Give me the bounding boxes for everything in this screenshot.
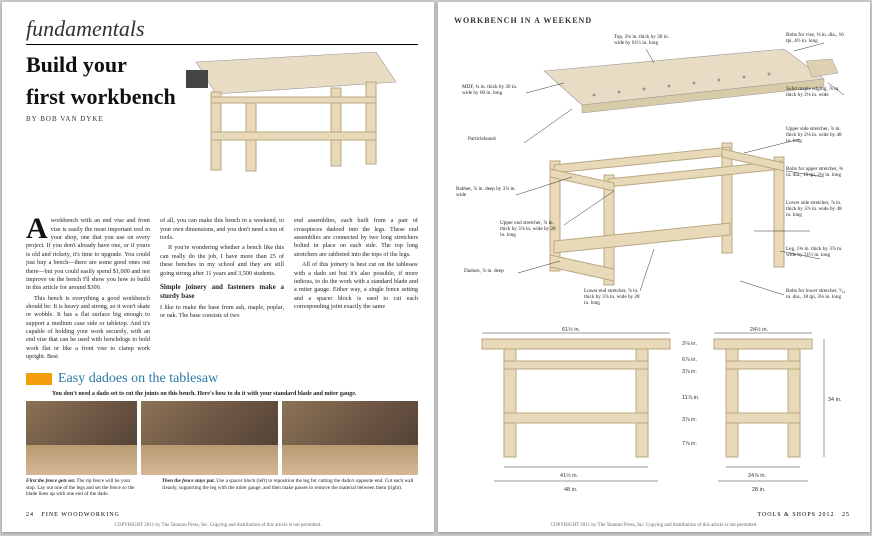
callout-dadoes: Dadoes, ⅞ in. deep xyxy=(464,269,504,275)
body-columns: A workbench with an end vise and front v… xyxy=(26,217,418,361)
callout-top: Top, 2⅛ in. thick by 30 in. wide by 61½ … xyxy=(614,35,676,47)
diagram-title: WORKBENCH IN A WEEKEND xyxy=(454,16,850,25)
article-title-line2: first workbench xyxy=(26,85,176,109)
dim-htop: 2⅛ in. xyxy=(682,341,697,347)
para5: I like to make the base from ash, maple,… xyxy=(160,304,284,321)
sidebar-photo-2 xyxy=(141,401,277,475)
callout-upper-bolt: Bolts for upper stretcher, ⅜ in. dia., 1… xyxy=(786,167,848,179)
sidebar-title: Easy dadoes on the tablesaw xyxy=(58,371,218,387)
copyright-right: COPYRIGHT 2011 by The Taunton Press, Inc… xyxy=(438,523,870,528)
callout-mdf: MDF, ¾ in. thick by 30 in. wide by 60 in… xyxy=(462,85,524,97)
para7: All of this joinery is best cut on the t… xyxy=(294,261,418,311)
cap2-bold: Then the fence stays put. xyxy=(162,478,215,484)
dim-base-w2: 24⅞ in. xyxy=(748,473,767,479)
callout-bolts-vise: Bolts for vise, ⅜ in. dia., 16 tpi, 4½ i… xyxy=(786,33,848,45)
dim-h1: 6⅞ in. xyxy=(682,357,697,363)
page-num-left: 24 xyxy=(26,512,34,518)
sidebar-photo-1 xyxy=(26,401,137,475)
callout-lower-bolt: Bolts for lower stretcher, ⁵⁄₁₆ in. dia.… xyxy=(786,289,848,301)
sidebar-intro: You don't need a dado set to cut the joi… xyxy=(52,391,418,397)
subhead1: Simple joinery and fasteners make a stur… xyxy=(160,283,284,302)
dim-base-total2: 28 in. xyxy=(752,487,766,493)
para4: If you're wondering whether a bench like… xyxy=(160,244,284,277)
mag-name-right: TOOLS & SHOPS 2012 xyxy=(757,512,834,518)
dim-w1: 61½ in. xyxy=(562,326,581,333)
para2: This bench is everything a good workbenc… xyxy=(26,295,150,362)
callout-lower-side: Lower side stretcher, ⅞ in. thick by 3⅞ … xyxy=(786,201,848,219)
dim-base-total1: 48 in. xyxy=(564,487,578,493)
exploded-diagram: Bolts for vise, ⅜ in. dia., 16 tpi, 4½ i… xyxy=(454,31,850,321)
article-title-line1: Build your xyxy=(26,53,176,77)
cap1-bold: First the fence gets set. xyxy=(26,478,75,484)
callout-edging: Solid maple edging, ⅞ in. thick by 2⅛ in… xyxy=(786,87,848,99)
para6: end assemblies, each built from a pair o… xyxy=(294,217,418,259)
callout-leg: Leg, 1⅝ in. thick by 3⅞ in. wide by 31½ … xyxy=(786,247,848,259)
page-num-right: 25 xyxy=(842,512,850,518)
sidebar: Easy dadoes on the tablesaw You don't ne… xyxy=(26,371,418,498)
dim-w2: 24½ in. xyxy=(750,326,769,333)
dim-h3: 11⅞ in. xyxy=(682,395,700,401)
dim-base-w1: 41½ in. xyxy=(560,472,579,479)
byline: BY BOB VAN DYKE xyxy=(26,115,176,123)
dim-h4: 3⅞ in. xyxy=(682,417,697,423)
mag-name-left: FINE WOODWORKING xyxy=(42,512,120,518)
hero-photo xyxy=(156,12,416,190)
dim-h5: 7⅞ in. xyxy=(682,441,697,447)
dropcap: A xyxy=(26,217,51,242)
dim-h2: 3⅞ in. xyxy=(682,369,697,375)
callout-lower-end: Lower end stretcher, ⅞ in. thick by 3⅞ i… xyxy=(584,289,646,307)
copyright-left: COPYRIGHT 2011 by The Taunton Press, Inc… xyxy=(2,523,434,528)
elevation-drawings: 61½ in. 41½ in. 48 in. 24½ in. 24⅞ in. 2 xyxy=(454,325,850,495)
right-page: WORKBENCH IN A WEEKEND xyxy=(438,2,870,532)
sidebar-photo-3 xyxy=(282,401,418,475)
left-page: fundamentals Build your first workbench … xyxy=(2,2,434,532)
callout-upper-end: Upper end stretcher, ⅞ in. thick by 3⅞ i… xyxy=(500,221,562,239)
callout-rabbet: Rabbet, ⅞ in. deep by 3⅞ in. wide xyxy=(456,187,518,199)
para3: of all, you can make this bench in a wee… xyxy=(160,217,284,242)
callout-upper-side: Upper side stretcher, ⅞ in. thick by 2⅛ … xyxy=(786,127,848,145)
callout-particle: Particleboard xyxy=(468,137,496,143)
dim-overall-h: 34 in. xyxy=(828,397,842,403)
orange-tab xyxy=(26,373,52,385)
